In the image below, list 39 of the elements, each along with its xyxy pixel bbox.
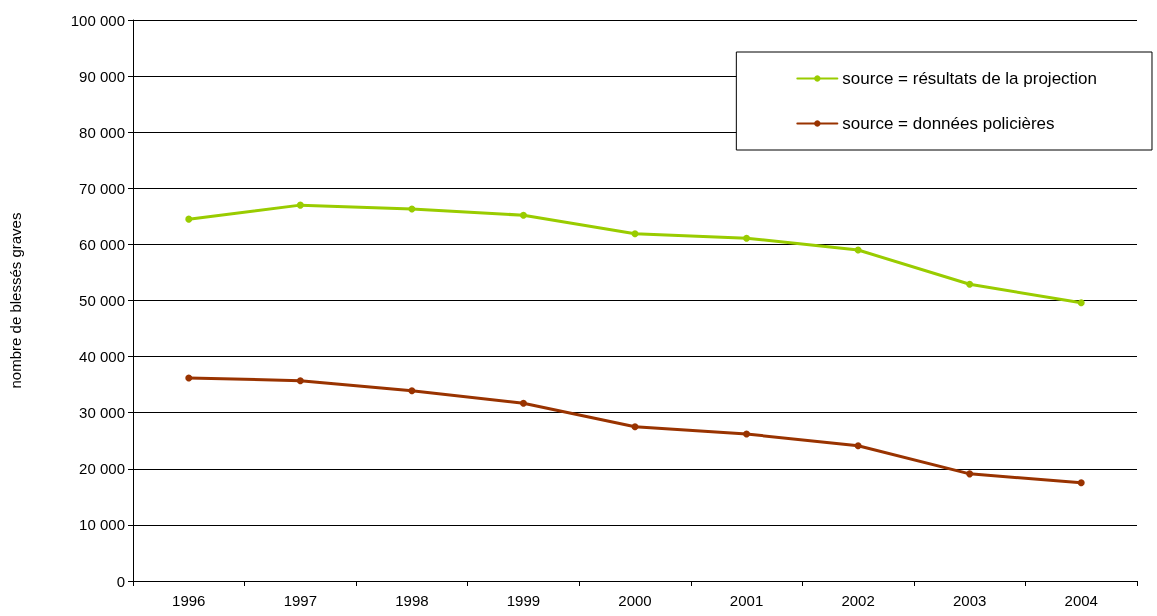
x-tick-label: 1999: [506, 592, 541, 609]
point: [631, 230, 639, 238]
legend-label: source = données policières: [842, 114, 1055, 133]
x-tick-label: 1998: [395, 592, 429, 609]
point: [185, 374, 193, 382]
y-tick-label: 60 000: [79, 235, 125, 253]
y-tick-label: 30 000: [79, 404, 125, 422]
point: [519, 211, 527, 219]
point: [296, 377, 304, 385]
point: [519, 399, 527, 407]
y-tick-label: 70 000: [79, 179, 125, 197]
y-tick-label: 40 000: [79, 348, 125, 366]
point: [185, 215, 193, 223]
y-tick-label: 50 000: [79, 292, 125, 309]
point: [743, 430, 751, 438]
point: [854, 442, 862, 450]
y-tick-label: 80 000: [79, 123, 125, 141]
x-tick-label: 1997: [283, 592, 318, 609]
legend-label: source = résultats de la projection: [842, 69, 1097, 88]
point: [1077, 299, 1085, 307]
point: [966, 470, 974, 478]
point: [631, 423, 639, 431]
point: [966, 280, 974, 288]
y-tick-label: 90 000: [79, 67, 125, 85]
x-tick-label: 2003: [952, 592, 987, 609]
y-tick-label: 0: [116, 572, 125, 590]
x-tick-label: 2001: [729, 592, 764, 609]
y-tick-label: 100 000: [70, 11, 125, 29]
x-tick-label: 2000: [618, 592, 652, 609]
point: [408, 387, 416, 395]
y-axis-title: nombre de blessés graves: [7, 212, 24, 389]
x-tick-label: 2004: [1064, 592, 1098, 609]
point: [743, 234, 751, 242]
x-tick-label: 2002: [841, 592, 875, 609]
point: [296, 201, 304, 209]
y-tick-label: 20 000: [79, 460, 125, 478]
y-tick-label: 10 000: [79, 516, 125, 534]
point: [1077, 479, 1085, 487]
x-tick-label: 1996: [172, 592, 206, 609]
